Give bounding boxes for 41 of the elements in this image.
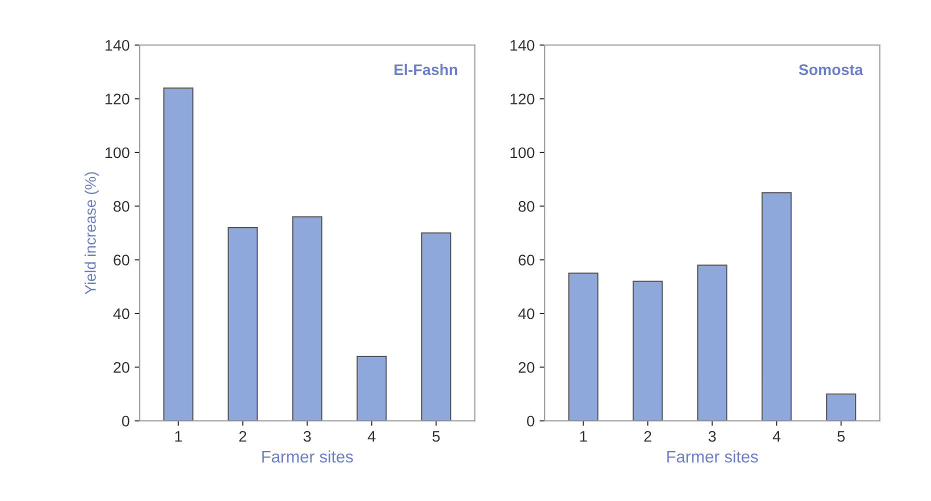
x-axis-title: Farmer sites [262, 450, 353, 463]
bar [228, 227, 258, 421]
y-tick-label: 40 [518, 308, 534, 320]
y-tick-label: 140 [510, 40, 534, 51]
y-tick-label: 20 [114, 362, 130, 373]
y-tick-label: 0 [122, 416, 130, 427]
x-tick-label: 1 [175, 431, 182, 442]
bar [697, 264, 728, 421]
y-tick-label: 140 [106, 40, 130, 51]
text: El-Fashn [394, 64, 458, 76]
y-tick-label: 120 [510, 94, 534, 104]
y-tick-label: 80 [518, 200, 534, 212]
x-tick-label: 3 [304, 430, 311, 442]
y-tick-label: 100 [510, 147, 534, 158]
x-tick-label: 4 [368, 431, 376, 442]
y-tick-label: 0 [527, 416, 534, 427]
y-tick-label: 80 [114, 200, 130, 212]
bar [292, 216, 322, 421]
bar [421, 232, 452, 421]
bar [826, 393, 856, 421]
x-tick-label: 1 [580, 431, 587, 442]
x-tick-label: 5 [432, 431, 440, 442]
y-tick-label: 60 [518, 254, 534, 266]
x-axis-title: Farmer sites [667, 450, 758, 463]
text: Somosta [798, 64, 864, 76]
x-tick-label: 2 [644, 430, 652, 442]
bar [762, 192, 792, 421]
x-tick-label: 2 [239, 430, 246, 442]
x-tick-label: 3 [708, 430, 716, 442]
x-tick-label: 4 [772, 431, 780, 442]
y-axis-title: Yield increase (%) [84, 172, 99, 294]
bar [632, 280, 663, 421]
y-tick-label: 20 [518, 362, 534, 373]
bar [356, 356, 387, 421]
bar [568, 272, 598, 421]
y-tick-label: 40 [113, 308, 130, 320]
y-tick-label: 60 [114, 254, 130, 266]
x-tick-label: 5 [837, 431, 845, 442]
bar [163, 87, 194, 421]
y-tick-label: 120 [106, 94, 130, 104]
y-tick-label: 100 [106, 147, 130, 158]
